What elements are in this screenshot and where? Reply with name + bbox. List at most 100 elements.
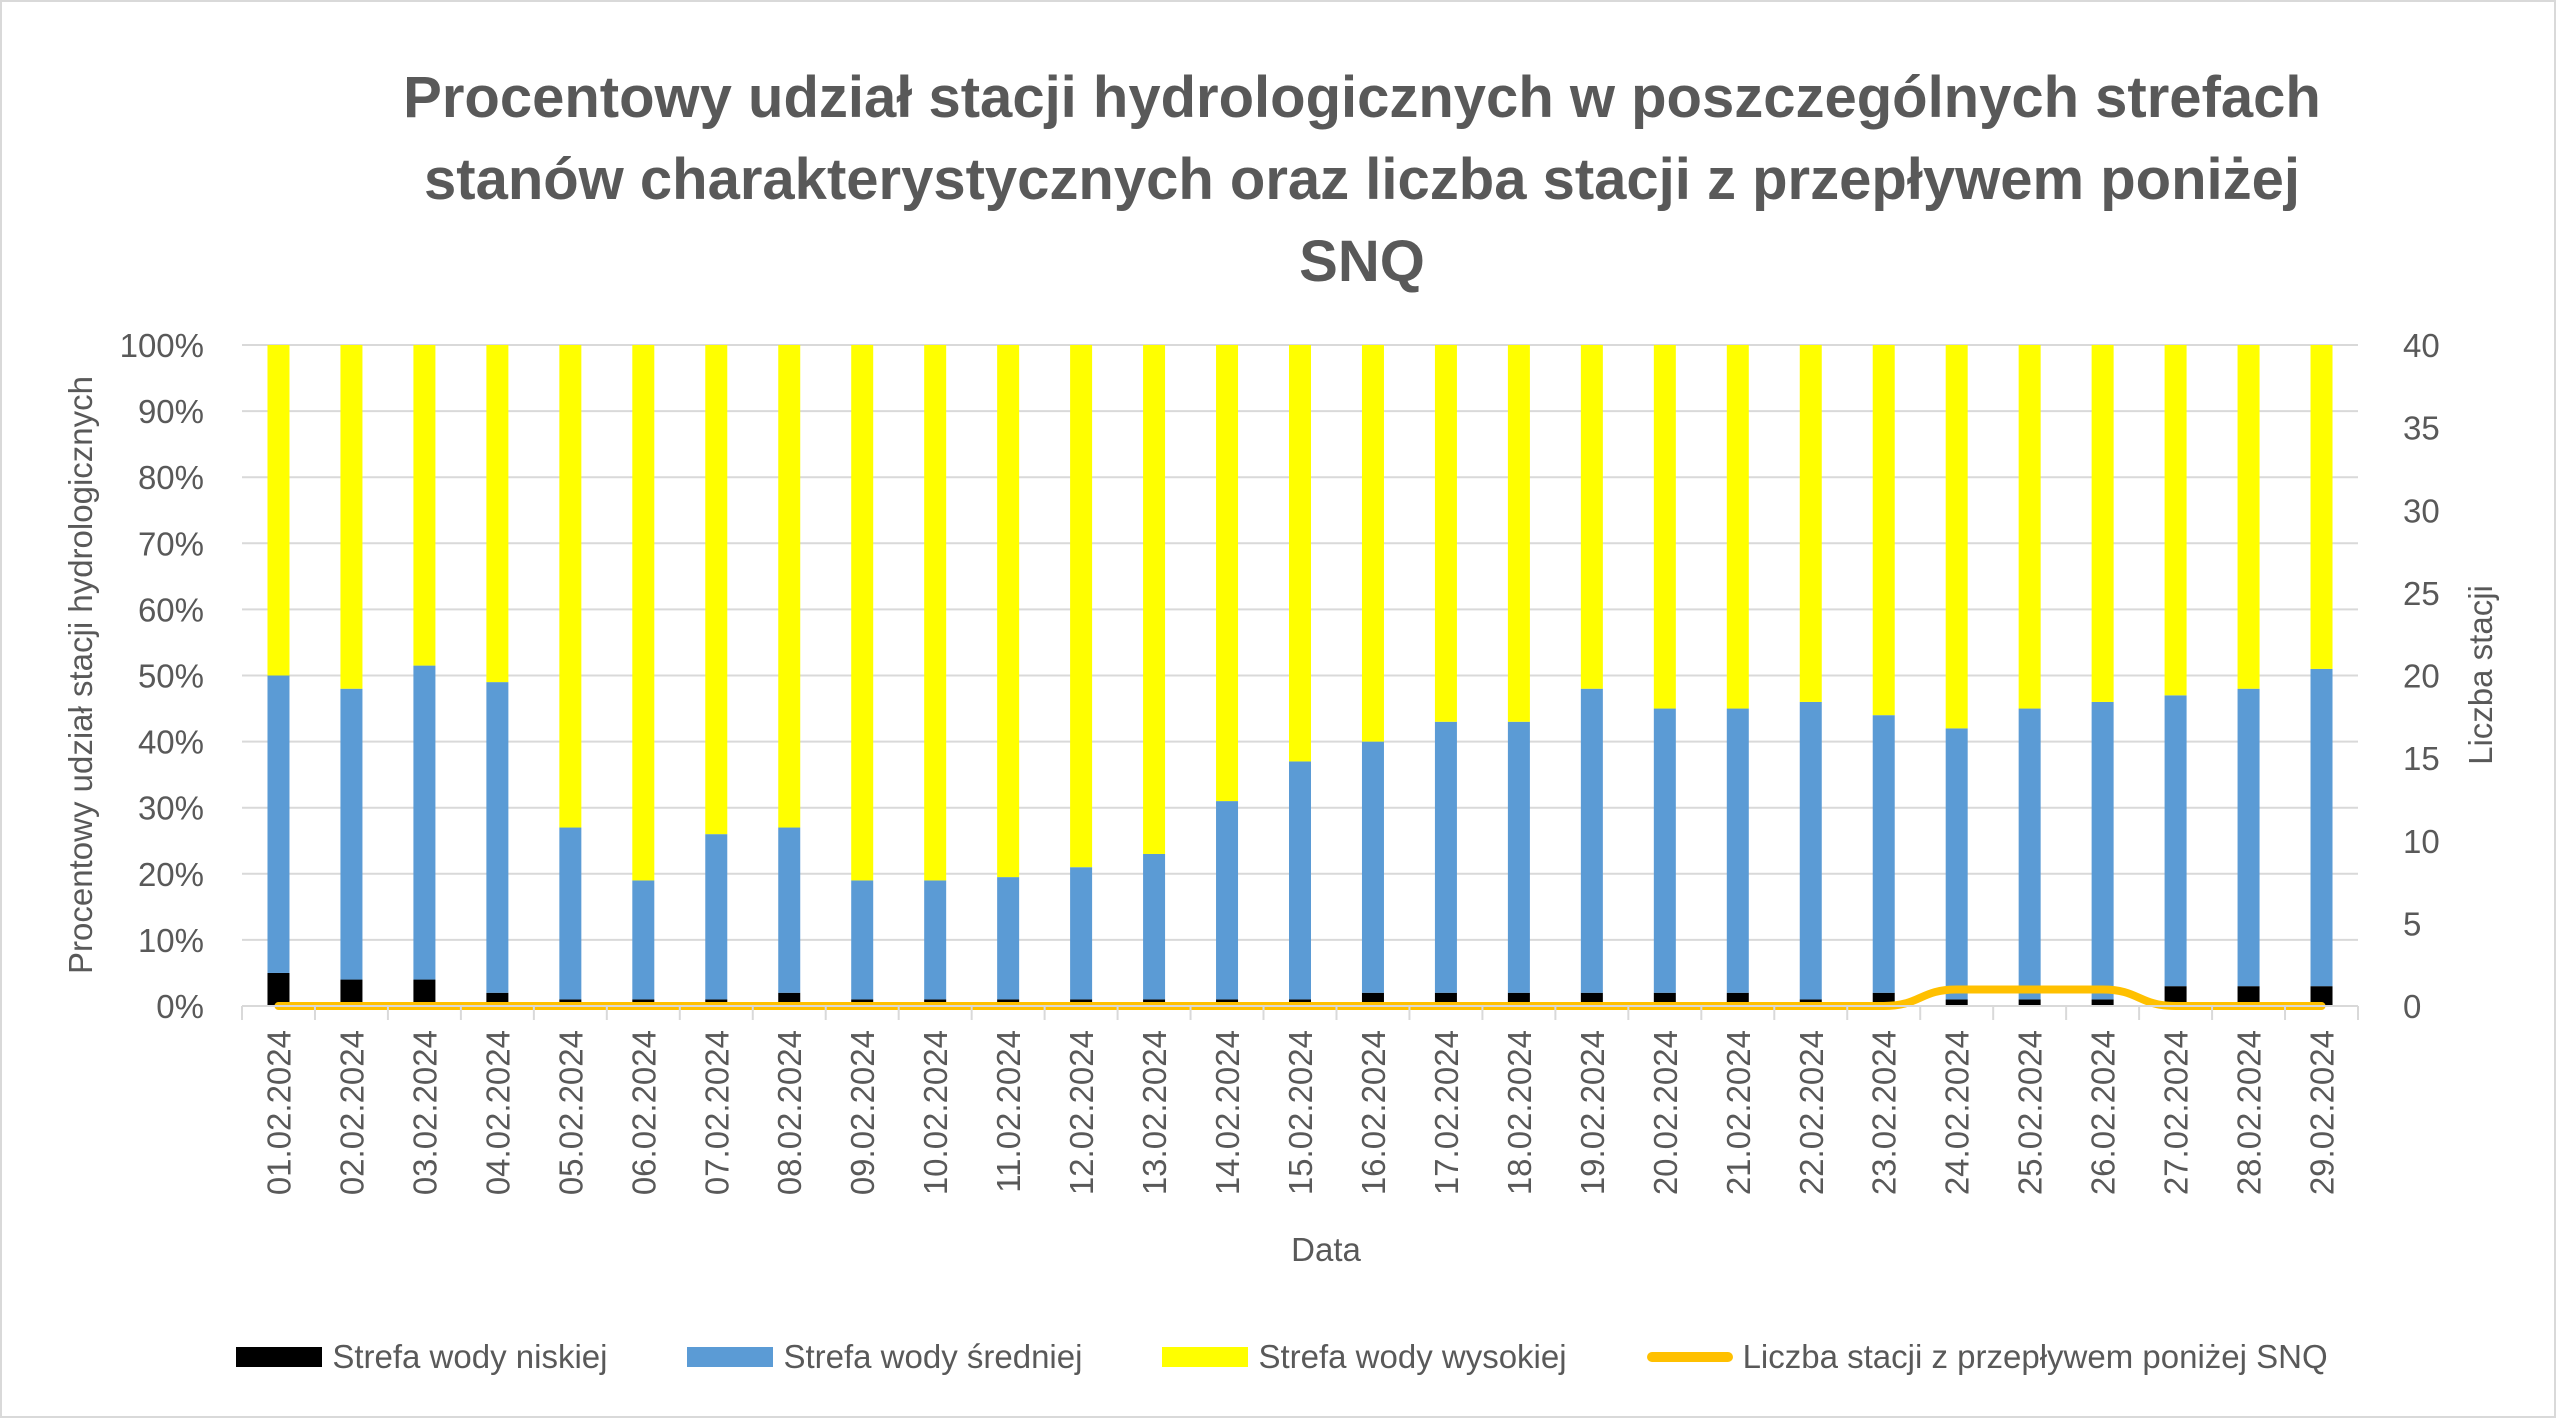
x-tick-label: 23.02.2024: [1866, 1030, 1903, 1195]
bar-segment: [2237, 345, 2260, 689]
bar-segment: [997, 345, 1020, 878]
y2-tick-label: 40: [2403, 327, 2440, 364]
bar-segment: [1361, 345, 1384, 742]
legend-label: Strefa wody wysokiej: [1258, 1338, 1567, 1375]
y2-tick-label: 35: [2403, 410, 2440, 447]
bar-segment: [1726, 345, 1749, 709]
bar-segment: [2310, 668, 2333, 987]
bar-segment: [1143, 345, 1166, 854]
bar-segment: [1799, 701, 1822, 1000]
x-tick-label: 09.02.2024: [844, 1030, 881, 1195]
x-tick-label: 19.02.2024: [1574, 1030, 1611, 1195]
bar-segment: [1216, 345, 1239, 802]
x-tick-label: 04.02.2024: [479, 1030, 516, 1195]
x-tick-label: 07.02.2024: [698, 1030, 735, 1195]
legend-label: Liczba stacji z przepływem poniżej SNQ: [1742, 1338, 2328, 1375]
x-tick-label: 26.02.2024: [2085, 1030, 2122, 1195]
x-tick-label: 24.02.2024: [1939, 1030, 1976, 1195]
bar-segment: [559, 345, 582, 828]
bar-segment: [2237, 986, 2260, 1006]
y2-tick-label: 0: [2403, 988, 2421, 1025]
y2-tick-label: 10: [2403, 823, 2440, 860]
bar-segment: [705, 834, 728, 1000]
bar-segment: [1872, 345, 1895, 716]
y2-tick-label: 30: [2403, 492, 2440, 529]
bar-segment: [340, 979, 363, 1006]
bar-segment: [1434, 721, 1457, 993]
bar-segment: [2018, 999, 2041, 1006]
bar-segment: [559, 827, 582, 1000]
x-tick-label: 11.02.2024: [990, 1030, 1027, 1193]
bar-segment: [1653, 708, 1676, 993]
x-tick-label: 10.02.2024: [917, 1030, 954, 1195]
bar-segment: [1799, 345, 1822, 702]
x-tick-label: 27.02.2024: [2158, 1030, 2195, 1195]
bar-segment: [778, 827, 801, 993]
bar-segment: [340, 688, 363, 980]
y-tick-label: 20%: [138, 856, 204, 893]
bar-segment: [1289, 345, 1311, 762]
bars: [267, 345, 2333, 1006]
x-tick-label: 01.02.2024: [260, 1030, 297, 1195]
legend-swatch-icon: [236, 1347, 323, 1367]
y2-axis-title: Liczba stacji: [2462, 585, 2499, 765]
x-tick-label: 05.02.2024: [552, 1030, 589, 1195]
x-tick-label: 21.02.2024: [1720, 1030, 1757, 1195]
legend-item: Liczba stacji z przepływem poniżej SNQ: [1646, 1338, 2328, 1376]
bar-segment: [2018, 708, 2041, 1000]
x-tick-label: 22.02.2024: [1793, 1030, 1830, 1195]
bar-segment: [2164, 695, 2187, 987]
x-tick-label: 02.02.2024: [333, 1030, 370, 1195]
y-tick-label: 80%: [138, 459, 204, 496]
axes: [241, 1005, 2359, 1020]
legend-swatch-icon: [1162, 1347, 1249, 1367]
x-tick-label: 29.02.2024: [2304, 1030, 2341, 1195]
y-tick-label: 60%: [138, 591, 204, 628]
x-tick-label: 06.02.2024: [625, 1030, 662, 1195]
x-tick-label: 15.02.2024: [1282, 1030, 1319, 1195]
y-axis-title: Procentowy udział stacji hydrologicznych: [62, 376, 99, 974]
bar-segment: [413, 665, 436, 980]
bar-segment: [997, 877, 1020, 1000]
bar-segment: [2164, 345, 2187, 696]
legend-item: Strefa wody średniej: [687, 1338, 1082, 1376]
bar-segment: [1507, 721, 1530, 993]
bar-segment: [413, 979, 436, 1006]
bar-segment: [267, 345, 290, 676]
x-tick-label: 13.02.2024: [1136, 1030, 1173, 1195]
x-tick-label: 25.02.2024: [2012, 1030, 2049, 1195]
y-tick-label: 10%: [138, 922, 204, 959]
legend-item: Strefa wody niskiej: [236, 1338, 607, 1376]
y2-tick-label: 20: [2403, 658, 2440, 695]
y2-tick-label: 25: [2403, 575, 2440, 612]
y2-tick-label: 15: [2403, 740, 2440, 777]
legend: Strefa wody niskiej Strefa wody średniej S…: [2, 1332, 2560, 1382]
legend-swatch-icon: [687, 1347, 774, 1367]
bar-segment: [486, 682, 509, 993]
bar-segment: [413, 345, 436, 666]
x-tick-label: 17.02.2024: [1428, 1030, 1465, 1195]
bar-segment: [2018, 345, 2041, 709]
bar-segment: [705, 345, 728, 835]
bar-segment: [1945, 345, 1968, 729]
bar-segment: [1653, 345, 1676, 709]
y-tick-label: 100%: [120, 327, 204, 364]
bar-segment: [2091, 701, 2114, 1000]
bar-segment: [2310, 345, 2333, 669]
bar-segment: [851, 345, 874, 881]
bar-segment: [2091, 345, 2114, 702]
legend-line-icon: [1646, 1352, 1733, 1362]
bar-segment: [1726, 708, 1749, 993]
x-axis-title: Data: [1291, 1231, 1361, 1268]
bar-segment: [267, 675, 290, 973]
y-tick-label: 40%: [138, 724, 204, 761]
bar-segment: [1216, 801, 1239, 1000]
y-tick-label: 30%: [138, 790, 204, 827]
legend-label: Strefa wody niskiej: [332, 1338, 608, 1375]
bar-segment: [1580, 345, 1603, 689]
bar-segment: [1070, 345, 1093, 868]
bar-segment: [851, 880, 874, 1000]
bar-segment: [778, 345, 801, 828]
bar-segment: [632, 345, 655, 881]
